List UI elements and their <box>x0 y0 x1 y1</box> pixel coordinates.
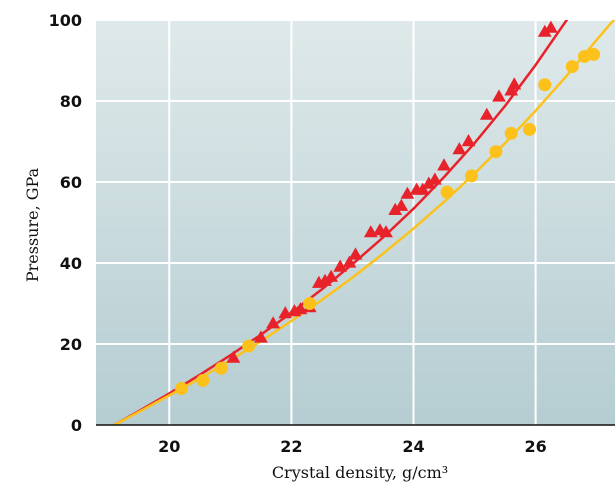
series-1-point <box>379 225 393 238</box>
series-1-point <box>318 273 332 286</box>
y-tick-label: 100 <box>49 11 82 30</box>
y-axis-label: Pressure, GPa <box>23 167 42 282</box>
series-1-point <box>400 186 415 199</box>
series-2-point <box>565 60 579 74</box>
x-tick-label: 20 <box>158 437 180 456</box>
series-1-point <box>507 77 522 90</box>
series-2-point <box>465 169 479 183</box>
grid-lines <box>96 19 615 425</box>
series-1-point <box>342 255 357 268</box>
tick-labels: 0 20 40 60 80 100 20 22 24 26 <box>49 11 547 456</box>
data-points <box>174 20 601 396</box>
x-tick-label: 22 <box>280 437 302 456</box>
series-1-point <box>452 142 467 155</box>
series-2-point <box>523 122 537 136</box>
series-2-fit-line <box>113 20 615 425</box>
series-1-point <box>428 172 442 185</box>
series-1-point <box>333 259 348 272</box>
y-tick-label: 80 <box>60 92 82 111</box>
series-1-point <box>324 269 338 282</box>
series-1-point <box>544 20 558 33</box>
series-2-point <box>538 78 552 92</box>
series-1-point <box>394 198 409 211</box>
x-tick-label: 24 <box>402 437 424 456</box>
series-2-point <box>504 126 518 140</box>
series-2-point <box>214 361 228 375</box>
series-2-point <box>196 373 210 387</box>
series-1-point <box>479 107 494 120</box>
y-tick-label: 60 <box>60 173 82 192</box>
series-1-point <box>348 247 363 260</box>
series-1-point <box>461 134 476 147</box>
series-1-point <box>254 330 268 343</box>
series-1-point <box>492 89 506 102</box>
series-1-point <box>226 350 241 363</box>
series-1-point <box>266 316 280 329</box>
x-tick-label: 26 <box>524 437 546 456</box>
series-2-point <box>489 145 503 159</box>
series-2-point <box>174 382 188 396</box>
x-axis-label: Crystal density, g/cm³ <box>272 463 448 482</box>
series-1-point <box>437 158 451 171</box>
y-tick-label: 0 <box>71 416 82 435</box>
y-tick-label: 20 <box>60 335 82 354</box>
series-2-point <box>303 297 317 310</box>
series-1-point <box>388 202 403 215</box>
series-1-point <box>537 24 552 37</box>
series-2-point <box>587 47 601 61</box>
series-2-point <box>242 339 256 353</box>
series-1-point <box>421 176 436 189</box>
y-tick-label: 40 <box>60 254 82 273</box>
series-2-point <box>440 185 454 199</box>
series-1-point <box>415 182 430 195</box>
plot-background <box>96 20 615 425</box>
